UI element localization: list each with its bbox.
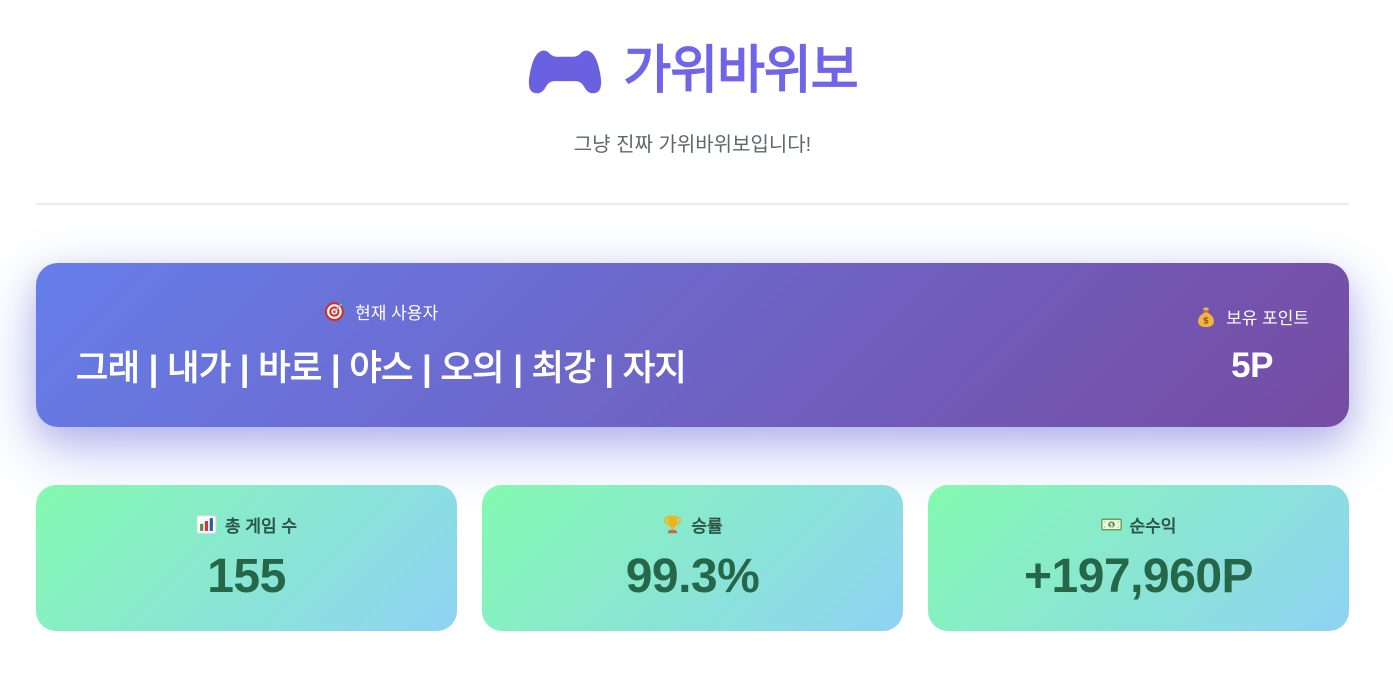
stats-row: 총 게임 수 155 승률 99.3% [36,484,1349,631]
dollar-bill-icon: $ [1100,514,1122,535]
target-icon [324,300,346,322]
net-profit-label-text: 순수익 [1129,516,1177,536]
app-title-text: 가위바위보 [623,42,858,100]
points-value: 5P [1231,345,1273,385]
current-username: 그래 | 내가 | 바로 | 야스 | 오의 | 최강 | 자지 [76,349,687,389]
user-info-card: 현재 사용자 그래 | 내가 | 바로 | 야스 | 오의 | 최강 | 자지 … [36,262,1349,427]
app-subtitle: 그냥 진짜 가위바위보입니다! [573,133,812,156]
total-games-value: 155 [207,549,286,603]
win-rate-label: 승률 [662,512,723,537]
svg-text:$: $ [1109,522,1113,528]
points-label: $ 보유 포인트 [1195,304,1309,329]
bar-chart-icon [196,514,217,535]
net-profit-value: +197,960P [1023,549,1254,603]
current-user-label-text: 현재 사용자 [355,303,439,323]
points-label-text: 보유 포인트 [1226,309,1309,329]
money-bag-icon: $ [1195,306,1217,328]
stat-card-win-rate: 승률 99.3% [482,484,903,631]
current-user-block: 현재 사용자 그래 | 내가 | 바로 | 야스 | 오의 | 최강 | 자지 [76,299,687,392]
total-games-label: 총 게임 수 [196,512,297,537]
total-games-label-text: 총 게임 수 [224,516,297,536]
page-title: 가위바위보 [36,42,1349,102]
stat-card-total-games: 총 게임 수 155 [36,484,457,631]
rps-dashboard: 가위바위보 그냥 진짜 가위바위보입니다! 현재 사 [36,0,1349,631]
trophy-icon [662,514,683,535]
svg-text:$: $ [1203,316,1209,326]
divider [36,202,1349,205]
net-profit-label: $ 순수익 [1100,512,1177,537]
win-rate-value: 99.3% [625,549,760,603]
current-user-label: 현재 사용자 [324,299,438,324]
stat-card-net-profit: $ 순수익 +197,960P [928,484,1349,631]
gamepad-icon [527,45,603,99]
points-block: $ 보유 포인트 5P [1195,304,1309,386]
win-rate-label-text: 승률 [691,516,723,536]
app-header: 가위바위보 그냥 진짜 가위바위보입니다! [36,0,1349,157]
